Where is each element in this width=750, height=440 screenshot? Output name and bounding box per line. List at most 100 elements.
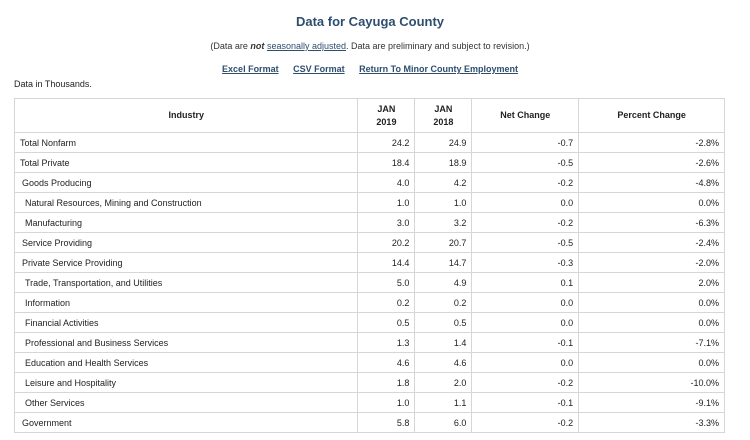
net-change-cell: -0.2 (471, 412, 580, 433)
table-row: Professional and Business Services 1.3 1.4… (13, 332, 725, 353)
table-header-row: Industry JAN 2019 JAN 2018 Net Change Perc… (13, 98, 725, 133)
percent-change-cell: -2.6% (578, 152, 725, 173)
employment-table: Industry JAN 2019 JAN 2018 Net Change Perc… (13, 98, 725, 433)
industry-cell: Manufacturing (13, 212, 359, 233)
jan-2018-cell: 4.9 (414, 272, 473, 293)
industry-cell: Leisure and Hospitality (13, 372, 359, 393)
table-row: Other Services 1.0 1.1 -0.1 -9.1% (13, 392, 725, 413)
jan-2018-cell: 18.9 (414, 152, 473, 173)
net-change-cell: 0.0 (471, 292, 580, 313)
jan-2019-cell: 4.6 (357, 352, 416, 373)
percent-change-cell: 0.0% (578, 292, 725, 313)
jan-2019-cell: 0.2 (357, 292, 416, 313)
industry-cell: Natural Resources, Mining and Constructi… (13, 192, 359, 213)
excel-format-link[interactable]: Excel Format (222, 64, 279, 74)
net-change-cell: -0.3 (471, 252, 580, 273)
data-note: (Data are not seasonally adjusted. Data … (0, 41, 740, 51)
header-net-change: Net Change (471, 98, 580, 133)
net-change-cell: 0.0 (471, 312, 580, 333)
jan-2019-cell: 1.8 (357, 372, 416, 393)
net-change-cell: -0.5 (471, 152, 580, 173)
percent-change-cell: -2.4% (578, 232, 725, 253)
jan-2018-cell: 1.0 (414, 192, 473, 213)
industry-cell: Trade, Transportation, and Utilities (13, 272, 359, 293)
return-link[interactable]: Return To Minor County Employment (359, 64, 518, 74)
jan-2018-cell: 14.7 (414, 252, 473, 273)
industry-cell: Information (13, 292, 359, 313)
percent-change-cell: 0.0% (578, 352, 725, 373)
percent-change-cell: -10.0% (578, 372, 725, 393)
header-jan-2018-month: JAN (434, 103, 453, 114)
jan-2019-cell: 3.0 (357, 212, 416, 233)
jan-2018-cell: 2.0 (414, 372, 473, 393)
percent-change-cell: 2.0% (578, 272, 725, 293)
percent-change-cell: -2.8% (578, 132, 725, 153)
net-change-cell: -0.5 (471, 232, 580, 253)
jan-2018-cell: 1.4 (414, 332, 473, 353)
header-jan-2019-month: JAN (377, 103, 396, 114)
jan-2018-cell: 0.2 (414, 292, 473, 313)
header-industry: Industry (13, 98, 359, 133)
net-change-cell: 0.1 (471, 272, 580, 293)
table-row: Natural Resources, Mining and Constructi… (13, 192, 725, 213)
industry-cell: Service Providing (13, 232, 359, 253)
jan-2018-cell: 6.0 (414, 412, 473, 433)
header-percent-change: Percent Change (578, 98, 725, 133)
note-suffix: . Data are preliminary and subject to re… (346, 41, 530, 51)
jan-2018-cell: 3.2 (414, 212, 473, 233)
percent-change-cell: 0.0% (578, 312, 725, 333)
percent-change-cell: -3.3% (578, 412, 725, 433)
jan-2019-cell: 4.0 (357, 172, 416, 193)
industry-cell: Total Nonfarm (13, 132, 359, 153)
jan-2018-cell: 4.2 (414, 172, 473, 193)
industry-cell: Education and Health Services (13, 352, 359, 373)
net-change-cell: -0.7 (471, 132, 580, 153)
jan-2019-cell: 24.2 (357, 132, 416, 153)
table-row: Service Providing 20.2 20.7 -0.5 -2.4% (13, 232, 725, 253)
jan-2018-cell: 4.6 (414, 352, 473, 373)
table-row: Goods Producing 4.0 4.2 -0.2 -4.8% (13, 172, 725, 193)
header-jan-2018-year: 2018 (433, 116, 454, 127)
table-row: Education and Health Services 4.6 4.6 0.0 0.… (13, 352, 725, 373)
format-links: Excel Format CSV Format Return To Minor … (0, 64, 740, 74)
net-change-cell: -0.2 (471, 372, 580, 393)
jan-2019-cell: 5.8 (357, 412, 416, 433)
table-row: Information 0.2 0.2 0.0 0.0% (13, 292, 725, 313)
jan-2018-cell: 20.7 (414, 232, 473, 253)
industry-cell: Total Private (13, 152, 359, 173)
table-row: Manufacturing 3.0 3.2 -0.2 -6.3% (13, 212, 725, 233)
header-jan-2019: JAN 2019 (357, 98, 416, 133)
industry-cell: Goods Producing (13, 172, 359, 193)
seasonally-adjusted-link[interactable]: seasonally adjusted (266, 41, 346, 51)
note-emphasis: not (250, 41, 265, 51)
table-row: Total Nonfarm 24.2 24.9 -0.7 -2.8% (13, 132, 725, 153)
net-change-cell: -0.1 (471, 332, 580, 353)
note-prefix: (Data are (210, 41, 251, 51)
jan-2019-cell: 20.2 (357, 232, 416, 253)
units-note: Data in Thousands. (14, 79, 92, 89)
page-title: Data for Cayuga County (295, 14, 445, 29)
table-row: Trade, Transportation, and Utilities 5.0 4… (13, 272, 725, 293)
percent-change-cell: -9.1% (578, 392, 725, 413)
table-row: Leisure and Hospitality 1.8 2.0 -0.2 -10.0% (13, 372, 725, 393)
table-row: Financial Activities 0.5 0.5 0.0 0.0% (13, 312, 725, 333)
industry-cell: Financial Activities (13, 312, 359, 333)
jan-2019-cell: 1.3 (357, 332, 416, 353)
percent-change-cell: -4.8% (578, 172, 725, 193)
percent-change-cell: -6.3% (578, 212, 725, 233)
percent-change-cell: 0.0% (578, 192, 725, 213)
table-row: Total Private 18.4 18.9 -0.5 -2.6% (13, 152, 725, 173)
net-change-cell: -0.2 (471, 212, 580, 233)
header-jan-2018: JAN 2018 (414, 98, 473, 133)
industry-cell: Professional and Business Services (13, 332, 359, 353)
jan-2019-cell: 18.4 (357, 152, 416, 173)
net-change-cell: 0.0 (471, 192, 580, 213)
table-row: Private Service Providing 14.4 14.7 -0.3 -2.… (13, 252, 725, 273)
jan-2018-cell: 24.9 (414, 132, 473, 153)
jan-2018-cell: 0.5 (414, 312, 473, 333)
net-change-cell: -0.2 (471, 172, 580, 193)
net-change-cell: -0.1 (471, 392, 580, 413)
csv-format-link[interactable]: CSV Format (293, 64, 345, 74)
table-row: Government 5.8 6.0 -0.2 -3.3% (13, 412, 725, 433)
jan-2019-cell: 14.4 (357, 252, 416, 273)
